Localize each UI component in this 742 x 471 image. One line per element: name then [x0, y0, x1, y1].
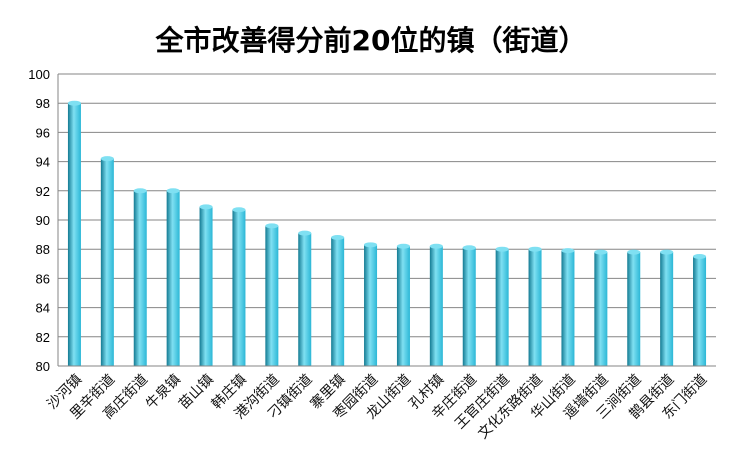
bar [495, 249, 509, 366]
y-tick-label: 98 [36, 96, 50, 111]
bar [462, 247, 476, 366]
bar [331, 237, 345, 366]
y-tick-label: 90 [36, 213, 50, 228]
bar-cap [67, 100, 81, 106]
bars [67, 100, 707, 366]
bar-cap [429, 243, 443, 249]
bar [166, 190, 180, 366]
x-tick-label: 苗山镇 [176, 372, 217, 413]
bar [627, 252, 641, 366]
bar [594, 252, 608, 366]
bar [265, 225, 279, 366]
y-tick-label: 94 [36, 155, 50, 170]
bar [561, 250, 575, 366]
bar-cap [660, 249, 674, 255]
bar [133, 190, 147, 366]
y-tick-label: 100 [28, 67, 50, 82]
bar [528, 249, 542, 366]
y-tick-label: 96 [36, 125, 50, 140]
bar-cap [364, 242, 378, 248]
bar [67, 103, 81, 366]
bar-cap [594, 249, 608, 255]
bar [660, 252, 674, 366]
bar [429, 246, 443, 366]
bar-cap [462, 245, 476, 251]
bar [693, 256, 707, 366]
bar-cap [298, 230, 312, 236]
bar-cap [693, 254, 707, 259]
y-tick-label: 88 [36, 242, 50, 257]
y-tick-label: 80 [36, 359, 50, 374]
bar-cap [265, 223, 279, 229]
bar [396, 246, 410, 366]
y-axis-ticks: 80 82 84 86 88 90 92 94 96 98 100 [28, 67, 50, 374]
bar-cap [166, 188, 180, 194]
bar-cap [133, 188, 147, 194]
bar-cap [100, 156, 114, 162]
bar-cap [199, 204, 213, 210]
y-tick-label: 92 [36, 184, 50, 199]
bar-cap [495, 246, 509, 252]
bar-cap [232, 207, 246, 213]
bar-cap [528, 246, 542, 252]
x-tick-label: 牛泉镇 [142, 371, 184, 413]
y-tick-label: 84 [36, 301, 50, 316]
bar [232, 209, 246, 366]
bar-cap [561, 248, 575, 254]
bar [199, 206, 213, 366]
x-axis-labels: 沙河镇里辛街道高庄街道牛泉镇苗山镇韩庄镇港沟街道刁镇街道寨里镇枣园街道龙山街道孔… [44, 371, 710, 442]
bar [364, 244, 378, 366]
bar-cap [396, 243, 410, 249]
chart-title: 全市改善得分前20位的镇（街道） [155, 24, 587, 57]
bar [100, 158, 114, 366]
y-tick-label: 86 [36, 271, 50, 286]
y-tick-label: 82 [36, 330, 50, 345]
bar-cap [331, 235, 345, 241]
bar-cap [627, 249, 641, 255]
gridlines [58, 73, 716, 367]
bar [298, 233, 312, 366]
